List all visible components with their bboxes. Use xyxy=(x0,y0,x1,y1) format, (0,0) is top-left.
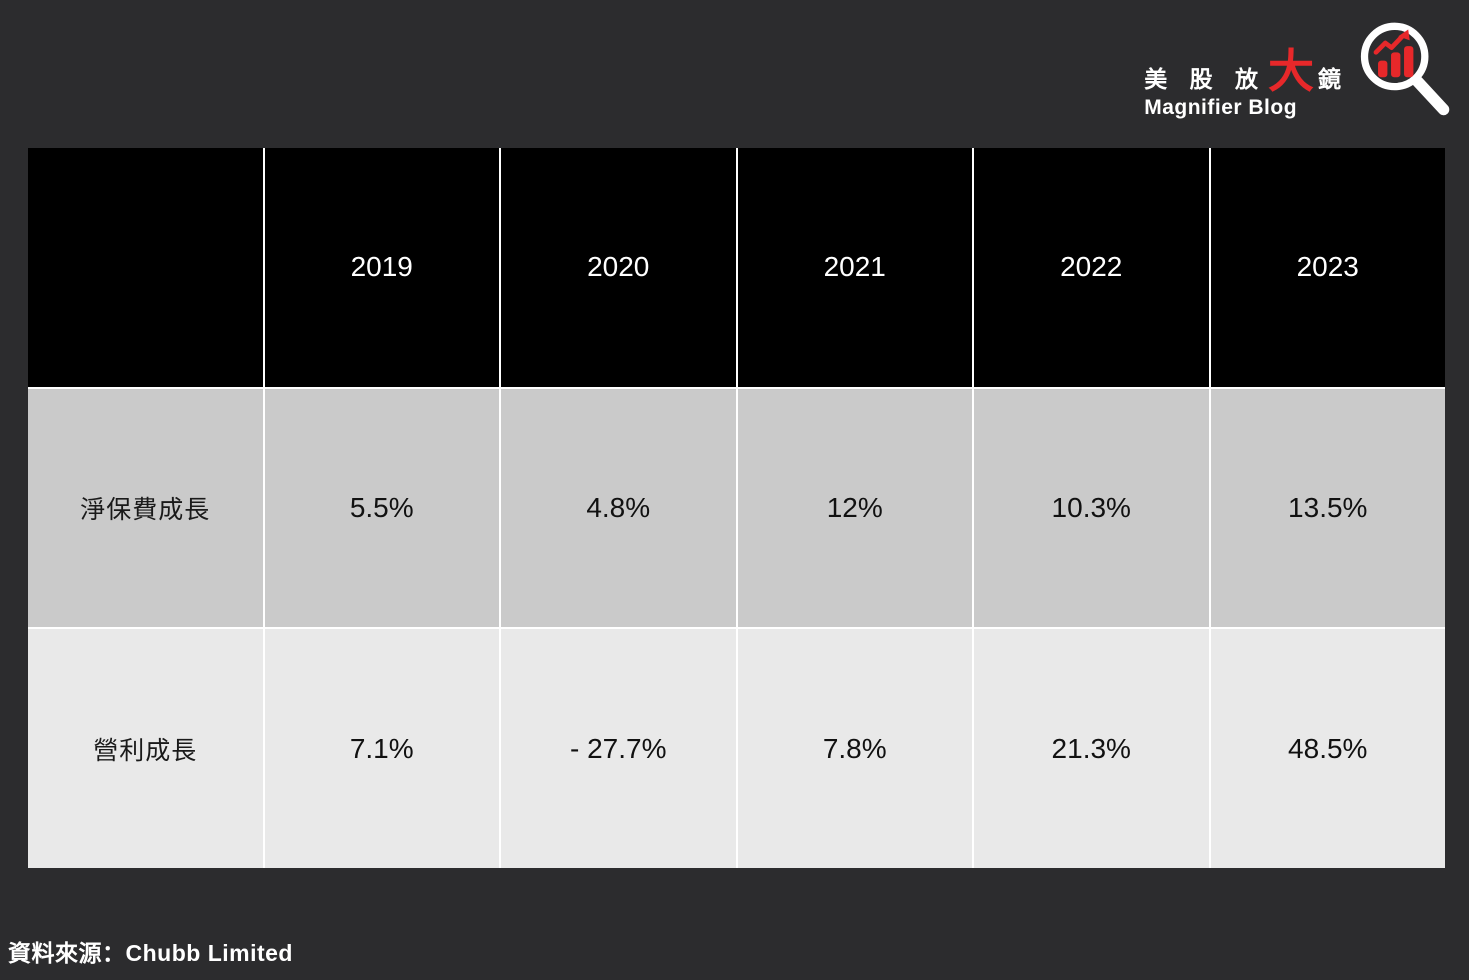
data-source-note: 資料來源：Chubb Limited xyxy=(8,940,293,966)
cell-value: - 27.7% xyxy=(501,629,736,868)
year-header-2022: 2022 xyxy=(974,148,1209,387)
cell-value: 7.1% xyxy=(264,629,499,868)
cell-value: 12% xyxy=(737,388,972,628)
cell-value: 4.8% xyxy=(501,388,736,628)
cell-value: 48.5% xyxy=(1210,629,1445,868)
cell-value: 13.5% xyxy=(1210,388,1445,628)
brand-zh-right: 鏡 xyxy=(1318,66,1349,92)
brand-zh-big: 大 xyxy=(1268,45,1314,97)
brand-name-zh: 美 股 放 大 鏡 xyxy=(1144,45,1349,97)
cell-value: 21.3% xyxy=(974,629,1209,868)
brand-logo: 美 股 放 大 鏡 Magnifier Blog xyxy=(1144,16,1455,124)
brand-name-en: Magnifier Blog xyxy=(1144,96,1298,119)
cell-value: 10.3% xyxy=(974,388,1209,628)
row-label: 營利成長 xyxy=(28,629,263,868)
magnifier-chart-icon xyxy=(1360,22,1450,116)
cell-value: 7.8% xyxy=(737,629,972,868)
brand-text: 美 股 放 大 鏡 Magnifier Blog xyxy=(1144,45,1349,124)
year-header-2023: 2023 xyxy=(1210,148,1445,387)
corner-cell xyxy=(28,148,263,387)
year-header-2020: 2020 xyxy=(501,148,736,387)
year-header-2021: 2021 xyxy=(737,148,972,387)
data-table: 2019 2020 2021 2022 2023 淨保費成長 5.5% 4.8%… xyxy=(28,148,1445,868)
year-header-2019: 2019 xyxy=(264,148,499,387)
row-label: 淨保費成長 xyxy=(28,388,263,628)
cell-value: 5.5% xyxy=(264,388,499,628)
brand-zh-left: 美 股 放 xyxy=(1144,66,1266,92)
